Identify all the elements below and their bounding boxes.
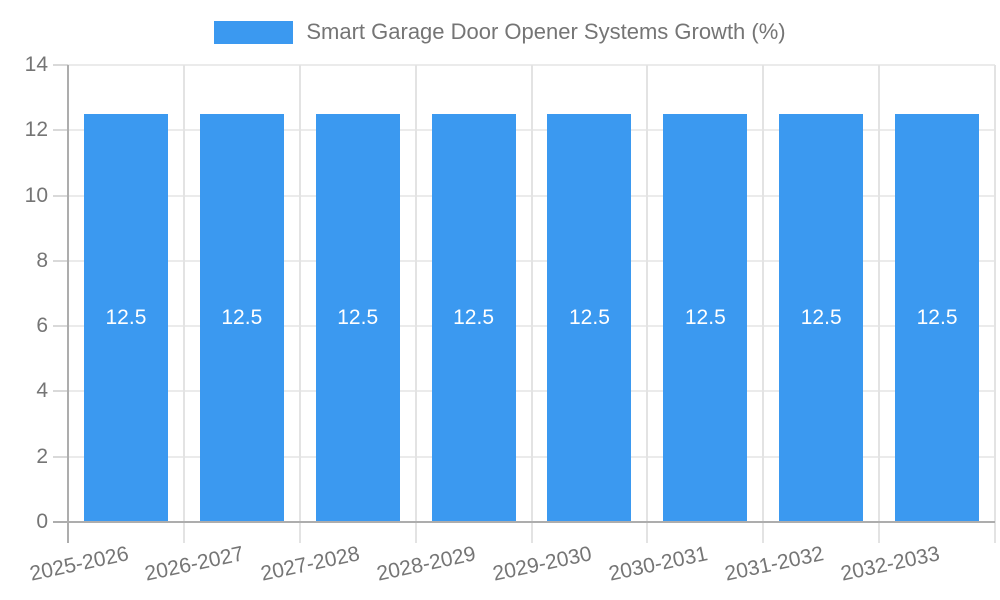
x-axis-label: 2031-2032 [722, 542, 826, 586]
bar-value-label: 12.5 [569, 305, 610, 329]
bar-value-label: 12.5 [684, 305, 726, 329]
x-axis-line [53, 521, 995, 523]
bar [663, 113, 748, 522]
y-axis-tick [53, 390, 68, 393]
y-axis-tick [53, 455, 68, 458]
legend-swatch [214, 20, 294, 44]
bar [199, 113, 284, 522]
bar-value-label: 12.5 [453, 305, 494, 329]
bar-value-label: 12.5 [337, 305, 379, 329]
gridline-x [994, 65, 996, 543]
gridline-x [530, 65, 533, 543]
bar-value-label: 12.5 [221, 305, 263, 329]
y-axis-label: 4 [36, 379, 48, 403]
y-axis-label: 12 [24, 118, 48, 142]
gridline-x [182, 65, 185, 543]
bar-value-label: 12.5 [800, 305, 842, 329]
gridline-x [646, 65, 649, 543]
bar [83, 113, 168, 522]
x-axis-label: 2030-2031 [606, 542, 710, 586]
y-axis-tick [53, 64, 68, 66]
y-axis-label: 0 [36, 510, 48, 533]
bar [547, 113, 632, 522]
bar [315, 113, 400, 522]
y-axis-label: 14 [24, 53, 48, 76]
y-axis-tick [53, 194, 68, 197]
y-axis-line [67, 65, 69, 543]
bar [895, 113, 980, 522]
y-axis-tick [53, 259, 68, 262]
bar [779, 113, 864, 522]
x-axis-label: 2026-2027 [143, 542, 247, 586]
bar-value-label: 12.5 [105, 305, 147, 329]
x-axis-label: 2028-2029 [374, 542, 478, 586]
x-axis-label: 2032-2033 [838, 542, 942, 586]
y-axis-label: 10 [24, 183, 48, 207]
bar [431, 113, 516, 522]
x-axis-label: 2027-2028 [258, 542, 362, 586]
gridline-x [298, 65, 301, 543]
gridline-x [878, 65, 881, 543]
y-axis-label: 6 [36, 314, 48, 338]
y-axis-label: 8 [36, 248, 48, 272]
gridline-x [414, 65, 417, 543]
legend[interactable]: Smart Garage Door Opener Systems Growth … [0, 19, 1000, 45]
y-axis-tick [53, 325, 68, 328]
x-axis-label: 2025-2026 [27, 542, 131, 586]
bar-value-label: 12.5 [916, 305, 958, 329]
legend-label: Smart Garage Door Opener Systems Growth … [306, 19, 786, 44]
gridline-x [762, 65, 765, 543]
y-axis-label: 2 [36, 444, 48, 468]
x-axis-label: 2029-2030 [490, 542, 594, 586]
y-axis-tick [53, 129, 68, 132]
